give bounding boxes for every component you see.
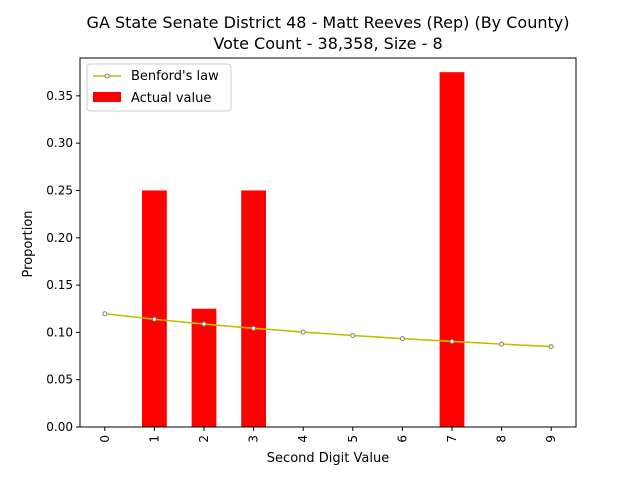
x-axis-label: Second Digit Value — [267, 451, 389, 466]
legend-benford-marker — [104, 73, 110, 79]
bar-digit-2 — [191, 308, 217, 427]
x-tick-label: 2 — [197, 435, 211, 443]
y-tick-label: 0.15 — [46, 278, 73, 292]
bar-digit-7 — [439, 72, 465, 427]
benford-point-2 — [201, 321, 207, 327]
benford-point-1 — [151, 316, 157, 322]
y-tick-label: 0.10 — [46, 325, 73, 339]
y-tick-label: 0.35 — [46, 89, 73, 103]
y-tick-label: 0.25 — [46, 183, 73, 197]
benford-point-9 — [548, 344, 554, 350]
chart-title-line1: GA State Senate District 48 - Matt Reeve… — [87, 13, 570, 32]
y-tick-label: 0.05 — [46, 373, 73, 387]
y-axis-label: Proportion — [21, 210, 36, 277]
x-tick-label: 4 — [296, 435, 310, 443]
y-tick-label: 0.30 — [46, 136, 73, 150]
benford-point-8 — [499, 341, 505, 347]
x-tick-label: 1 — [147, 435, 161, 443]
legend-actual-swatch — [93, 92, 121, 102]
x-tick-label: 7 — [445, 435, 459, 443]
benford-point-3 — [251, 325, 257, 331]
legend-benford-label: Benford's law — [131, 69, 219, 84]
benford-point-7 — [449, 338, 455, 344]
y-tick-label: 0.00 — [46, 420, 73, 434]
benford-point-6 — [399, 336, 405, 342]
legend: Benford's law Actual value — [86, 63, 232, 112]
x-tick-label: 3 — [247, 435, 261, 443]
benford-point-4 — [300, 329, 306, 335]
benford-point-0 — [102, 311, 108, 317]
benford-point-5 — [350, 333, 356, 339]
benford-line — [104, 312, 552, 348]
x-tick-label: 6 — [395, 435, 409, 443]
chart-title-line2: Vote Count - 38,358, Size - 8 — [213, 34, 442, 53]
bar-digit-3 — [241, 190, 266, 427]
x-tick-label: 5 — [346, 435, 360, 443]
legend-box — [86, 63, 232, 112]
x-tick-label: 8 — [495, 435, 509, 443]
x-tick-label: 0 — [98, 435, 112, 443]
y-tick-label: 0.20 — [46, 231, 73, 245]
plot-frame — [79, 57, 577, 428]
legend-actual-label: Actual value — [131, 91, 211, 106]
x-tick-label: 9 — [544, 435, 558, 443]
bar-digit-1 — [142, 190, 167, 427]
